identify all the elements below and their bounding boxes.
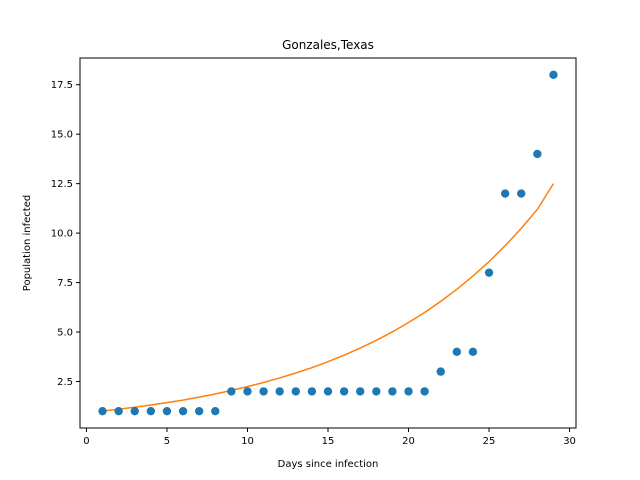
y-tick-label: 10.0 xyxy=(51,229,73,240)
data-point xyxy=(356,387,365,396)
x-tick-label: 0 xyxy=(83,436,89,447)
y-tick-label: 5.0 xyxy=(57,328,73,339)
x-axis: 0 5 10 15 20 25 30 xyxy=(83,428,576,447)
plot-area xyxy=(98,70,558,416)
y-tick-label: 15.0 xyxy=(51,130,73,141)
axes-frame xyxy=(79,57,577,429)
y-tick-label: 17.5 xyxy=(51,80,73,91)
data-point xyxy=(114,406,123,416)
data-point xyxy=(146,406,156,416)
data-point xyxy=(211,406,220,416)
data-point xyxy=(98,406,107,416)
data-point xyxy=(436,367,445,376)
data-point xyxy=(275,387,284,396)
x-tick-label: 20 xyxy=(402,436,415,447)
x-tick-label: 15 xyxy=(322,436,335,447)
x-axis-label: Days since infection xyxy=(278,459,379,470)
data-point xyxy=(404,387,413,396)
data-point xyxy=(162,406,172,416)
data-point xyxy=(549,70,558,80)
data-point xyxy=(468,347,478,357)
data-point xyxy=(130,406,139,416)
data-point xyxy=(420,387,429,396)
data-point xyxy=(533,149,542,159)
x-tick-label: 25 xyxy=(483,436,496,447)
data-point xyxy=(243,387,252,396)
data-point xyxy=(452,347,462,357)
x-tick-label: 5 xyxy=(164,436,170,447)
chart-title: Gonzales,Texas xyxy=(282,38,374,52)
y-axis-label: Population infected xyxy=(22,195,33,291)
data-point xyxy=(339,387,349,396)
x-tick-label: 30 xyxy=(563,436,576,447)
data-point xyxy=(194,406,204,416)
y-tick-label: 7.5 xyxy=(57,278,73,289)
x-tick-label: 10 xyxy=(241,436,254,447)
y-axis: 2.5 5.0 7.5 10.0 12.5 15.0 17.5 xyxy=(51,80,80,388)
data-point xyxy=(323,387,333,396)
data-point xyxy=(307,387,317,396)
data-point xyxy=(227,387,236,396)
data-point xyxy=(372,387,381,396)
y-tick-label: 2.5 xyxy=(57,377,73,388)
data-point xyxy=(484,268,494,277)
fit-line xyxy=(102,183,555,412)
data-point xyxy=(500,189,510,198)
data-point xyxy=(291,387,300,396)
data-point xyxy=(388,387,397,396)
data-point xyxy=(259,387,268,396)
data-point xyxy=(178,406,188,416)
y-tick-label: 12.5 xyxy=(51,179,73,190)
data-point xyxy=(517,189,526,198)
